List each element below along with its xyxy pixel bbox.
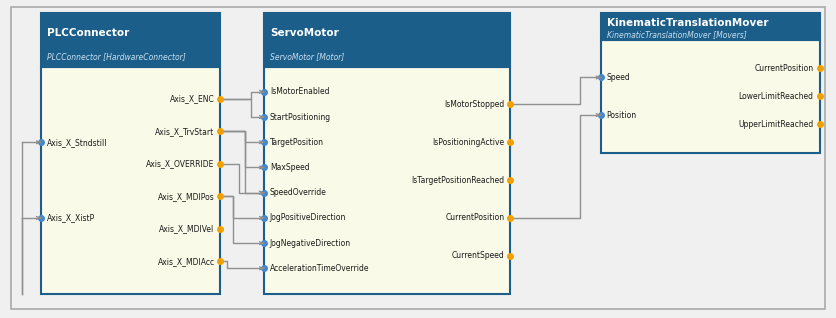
Text: ServoMotor [Motor]: ServoMotor [Motor] <box>269 52 344 61</box>
Text: Axis_X_OVERRIDE: Axis_X_OVERRIDE <box>146 159 214 168</box>
Text: PLCConnector: PLCConnector <box>47 28 129 38</box>
Text: Axis_X_Stndstill: Axis_X_Stndstill <box>47 138 107 147</box>
Bar <box>600 13 818 40</box>
Text: IsMotorStopped: IsMotorStopped <box>444 100 504 109</box>
Text: Axis_X_MDIAcc: Axis_X_MDIAcc <box>157 257 214 266</box>
Text: Axis_X_XistP: Axis_X_XistP <box>47 213 94 222</box>
Text: Position: Position <box>606 111 636 120</box>
Bar <box>41 13 220 66</box>
Text: IsPositioningActive: IsPositioningActive <box>432 138 504 147</box>
Text: TargetPosition: TargetPosition <box>269 138 324 147</box>
Text: IsMotorEnabled: IsMotorEnabled <box>269 87 329 96</box>
Text: LowerLimitReached: LowerLimitReached <box>738 92 813 101</box>
Text: PLCConnector [HardwareConnector]: PLCConnector [HardwareConnector] <box>47 52 186 61</box>
Bar <box>600 40 818 153</box>
Text: KinematicTranslationMover [Movers]: KinematicTranslationMover [Movers] <box>606 31 746 39</box>
Text: CurrentPosition: CurrentPosition <box>445 213 504 222</box>
Text: StartPositioning: StartPositioning <box>269 113 330 121</box>
Text: JogNegativeDirection: JogNegativeDirection <box>269 238 350 248</box>
Text: Axis_X_MDIVel: Axis_X_MDIVel <box>159 224 214 233</box>
Text: AccelerationTimeOverride: AccelerationTimeOverride <box>269 264 369 273</box>
Text: ServoMotor: ServoMotor <box>269 28 338 38</box>
Bar <box>263 13 510 66</box>
Text: Axis_X_MDIPos: Axis_X_MDIPos <box>158 192 214 201</box>
Text: SpeedOverride: SpeedOverride <box>269 188 326 197</box>
Bar <box>263 66 510 294</box>
Text: UpperLimitReached: UpperLimitReached <box>737 120 813 129</box>
Text: Axis_X_ENC: Axis_X_ENC <box>170 94 214 104</box>
Text: JogPositiveDirection: JogPositiveDirection <box>269 213 346 222</box>
Text: MaxSpeed: MaxSpeed <box>269 163 309 172</box>
Text: CurrentPosition: CurrentPosition <box>754 64 813 73</box>
Text: IsTargetPositionReached: IsTargetPositionReached <box>411 176 504 184</box>
Text: Axis_X_TrvStart: Axis_X_TrvStart <box>155 127 214 136</box>
Text: CurrentSpeed: CurrentSpeed <box>451 251 504 260</box>
Text: Speed: Speed <box>606 73 630 82</box>
Text: KinematicTranslationMover: KinematicTranslationMover <box>606 18 767 28</box>
Bar <box>41 66 220 294</box>
